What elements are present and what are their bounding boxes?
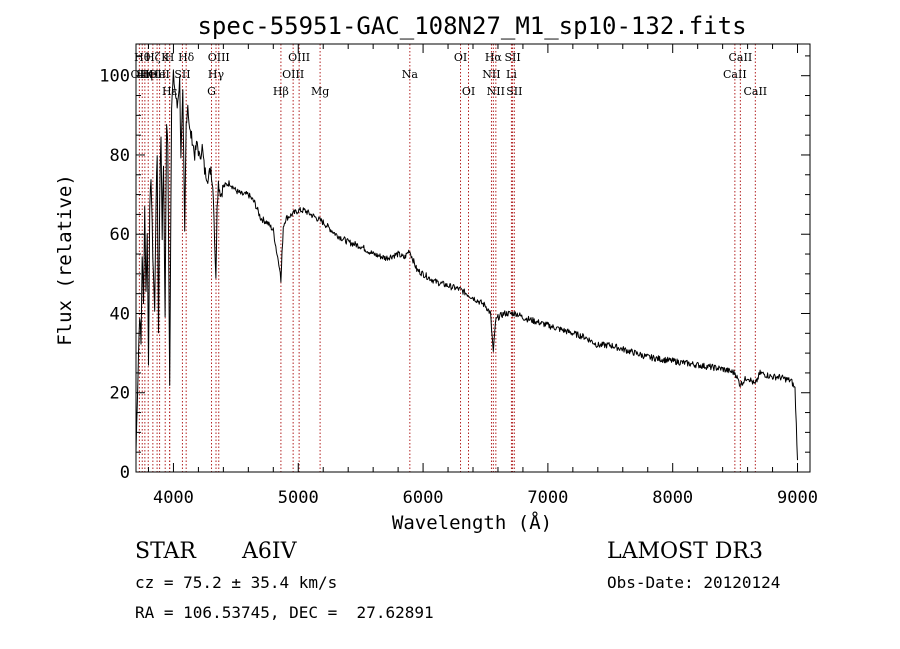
- spectral-line-label: Li: [506, 68, 517, 81]
- x-tick-label: 6000: [403, 488, 444, 508]
- spectral-line-label: G: [207, 85, 216, 98]
- x-tick-label: 4000: [153, 488, 194, 508]
- object-subclass: A6IV: [242, 539, 297, 564]
- x-axis-ticks: 4000 5000 6000 7000 8000 9000: [147, 44, 818, 508]
- y-tick-label: 60: [110, 225, 130, 245]
- spectral-line-label: OII: [131, 68, 149, 81]
- x-axis-label: Wavelength (Å): [392, 511, 552, 534]
- spectral-line-label: SII: [504, 51, 520, 64]
- spectral-line-label: NII: [482, 68, 500, 81]
- spectral-line-label: OI: [454, 51, 467, 64]
- spectral-line-label: OIII: [288, 51, 310, 64]
- x-tick-label: 5000: [278, 488, 319, 508]
- spectral-line-label: K: [161, 51, 170, 64]
- spectral-line-label: Hθ: [134, 51, 151, 64]
- spectral-line-label: OIII: [208, 51, 230, 64]
- spectral-line-label: H: [165, 51, 175, 64]
- spectral-line-label: CaII: [729, 51, 753, 64]
- spectral-line-label: NII: [487, 85, 505, 98]
- y-tick-label: 40: [110, 304, 130, 324]
- y-tick-label: 20: [110, 384, 130, 404]
- redshift-velocity: cz = 75.2 ± 35.4 km/s: [135, 573, 338, 592]
- spectral-line-label: Hδ: [178, 51, 195, 64]
- spectral-line-label: He: [140, 68, 156, 81]
- x-tick-label: 9000: [777, 488, 818, 508]
- object-class: STAR: [135, 539, 196, 564]
- chart-title: spec-55951-GAC_108N27_M1_sp10-132.fits: [197, 12, 746, 40]
- y-tick-label: 100: [99, 67, 130, 87]
- spectral-line-label: Hε: [162, 85, 178, 98]
- spectral-line-label: Hζ: [145, 51, 161, 64]
- spectral-line-label: OI: [462, 85, 475, 98]
- spectral-line-label: CaII: [723, 68, 747, 81]
- spectral-line-markers: [138, 44, 756, 472]
- y-axis-ticks: 0 20 40 60 80 100: [99, 55, 810, 483]
- y-tick-label: 0: [120, 463, 130, 483]
- spectrum-series-line: [135, 69, 798, 461]
- observation-date: Obs-Date: 20120124: [607, 573, 781, 592]
- spectral-line-label: OII: [148, 68, 166, 81]
- spectral-line-label: OIII: [282, 68, 304, 81]
- spectral-line-label: CaII: [743, 85, 767, 98]
- spectral-line-label: SII: [174, 68, 190, 81]
- x-tick-label: 7000: [527, 488, 568, 508]
- survey-name: LAMOST DR3: [607, 539, 763, 564]
- series-layer: [135, 69, 798, 461]
- spectral-line-label: Hγ: [208, 68, 225, 81]
- y-axis-label: Flux (relative): [54, 174, 76, 346]
- spectral-line-label: HeI: [149, 68, 169, 81]
- spectral-line-label: Mg: [311, 85, 329, 98]
- spectral-line-label: Hβ: [273, 85, 289, 98]
- spectral-line-label: SII: [506, 85, 522, 98]
- x-tick-label: 8000: [652, 488, 693, 508]
- plot-frame: [135, 43, 811, 473]
- coordinates: RA = 106.53745, DEC = 27.62891: [135, 603, 434, 622]
- spectral-line-label: Hα: [485, 51, 503, 64]
- spectral-line-label: Na: [402, 68, 419, 81]
- y-tick-label: 80: [110, 146, 130, 166]
- spectral-line-label: Hη: [137, 68, 153, 81]
